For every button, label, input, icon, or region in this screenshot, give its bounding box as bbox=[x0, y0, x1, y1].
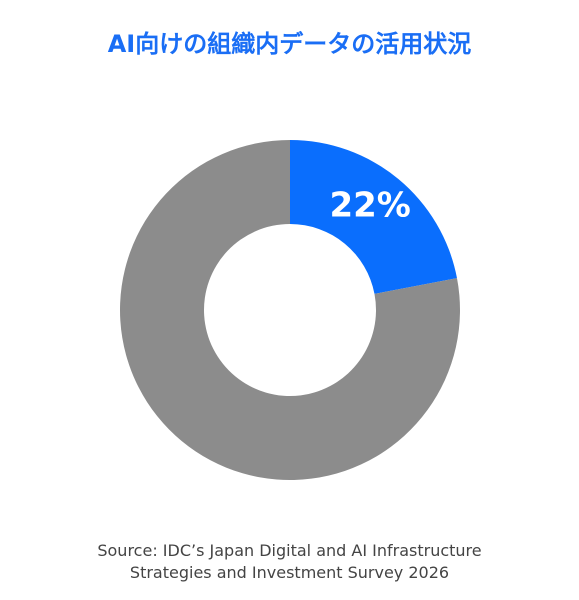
source-line-2: Strategies and Investment Survey 2026 bbox=[129, 563, 450, 582]
donut-slice-label-0: 22% bbox=[329, 185, 410, 225]
donut-slice-0 bbox=[290, 140, 457, 294]
source-note: Source: IDC’s Japan Digital and AI Infra… bbox=[0, 540, 579, 584]
donut-chart: 22% bbox=[100, 120, 480, 500]
chart-title: AI向けの組織内データの活用状況 bbox=[107, 30, 472, 58]
donut-chart-svg: 22% bbox=[120, 140, 460, 481]
donut-slice-1 bbox=[120, 140, 460, 481]
source-line-1: Source: IDC’s Japan Digital and AI Infra… bbox=[97, 541, 482, 560]
